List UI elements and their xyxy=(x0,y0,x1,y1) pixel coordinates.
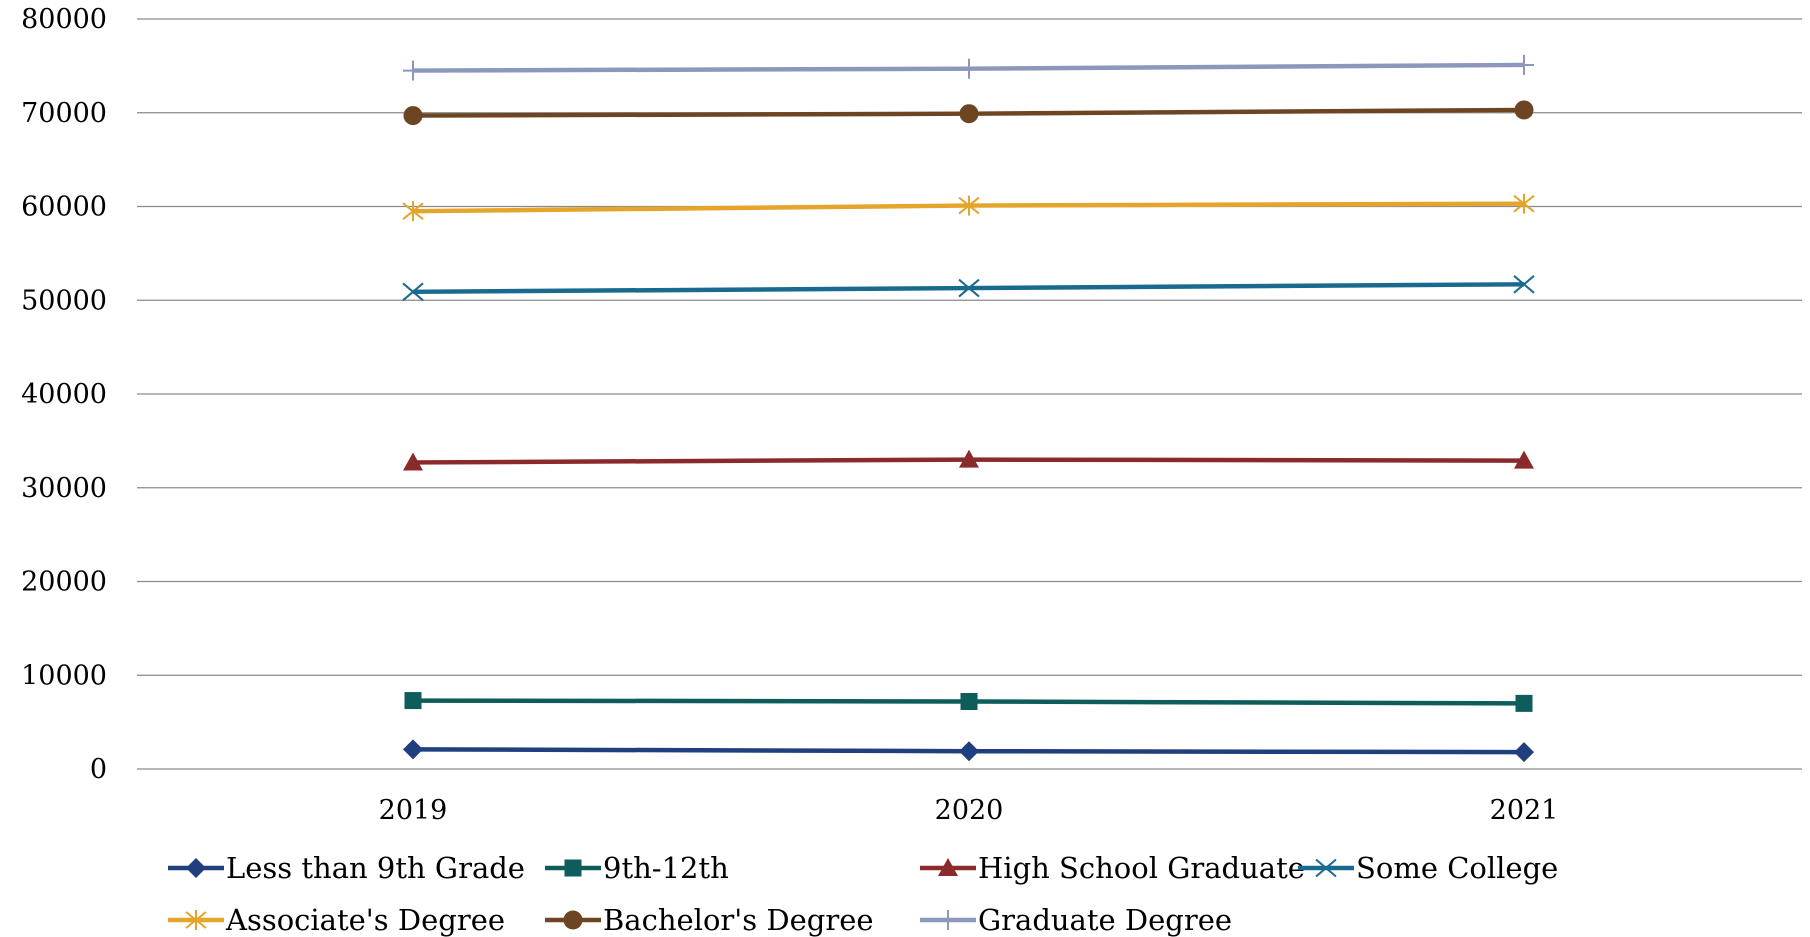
data-point xyxy=(1513,275,1535,294)
series-lines xyxy=(402,54,1535,763)
legend-label: Bachelor's Degree xyxy=(603,903,874,937)
series-6 xyxy=(403,54,1534,81)
legend-item: Less than 9th Grade xyxy=(168,851,525,885)
data-point xyxy=(1514,450,1534,469)
series-0 xyxy=(403,739,1534,763)
data-point xyxy=(1514,742,1534,763)
data-point xyxy=(958,278,980,298)
x-tick-label: 2019 xyxy=(379,795,448,826)
legend-item: Bachelor's Degree xyxy=(545,903,874,937)
legend-label: Less than 9th Grade xyxy=(226,851,525,885)
legend-label: 9th-12th xyxy=(603,851,729,885)
data-point xyxy=(959,741,979,762)
x-axis-tick-labels: 2019 2020 2021 xyxy=(379,795,1559,826)
legend-item: 9th-12th xyxy=(545,851,729,885)
data-point xyxy=(959,104,979,124)
data-point xyxy=(403,452,423,471)
legend-marker xyxy=(938,858,958,876)
data-point xyxy=(1514,100,1534,120)
data-point xyxy=(960,693,978,710)
series-1 xyxy=(404,692,1533,712)
y-tick-label: 0 xyxy=(90,754,107,785)
x-tick-label: 2020 xyxy=(935,795,1004,826)
legend-marker xyxy=(186,858,206,878)
y-tick-label: 70000 xyxy=(21,98,107,129)
data-point xyxy=(402,282,424,302)
y-tick-label: 60000 xyxy=(21,192,107,223)
series-3 xyxy=(402,275,1535,302)
y-axis-tick-labels: 0 10000 20000 30000 40000 50000 60000 70000 8000… xyxy=(21,4,107,785)
data-point xyxy=(404,692,422,710)
data-point xyxy=(958,195,980,216)
x-tick-label: 2021 xyxy=(1490,795,1559,826)
y-tick-label: 50000 xyxy=(21,285,107,316)
data-point xyxy=(403,106,423,126)
y-tick-label: 80000 xyxy=(21,4,107,35)
y-tick-label: 10000 xyxy=(21,660,107,691)
legend-marker xyxy=(563,910,583,930)
legend: Less than 9th Grade 9th-12th High School G… xyxy=(168,851,1558,937)
data-point xyxy=(403,60,423,81)
legend-item: High School Graduate xyxy=(920,851,1305,885)
legend-label: Associate's Degree xyxy=(225,903,505,937)
y-tick-label: 40000 xyxy=(21,379,107,410)
series-4 xyxy=(402,193,1535,222)
gridlines xyxy=(137,18,1802,770)
data-point xyxy=(403,739,423,760)
legend-label: High School Graduate xyxy=(978,851,1305,885)
series-2 xyxy=(403,449,1534,471)
data-point xyxy=(1515,694,1533,712)
legend-marker xyxy=(185,910,207,930)
data-point xyxy=(402,201,424,222)
legend-marker xyxy=(938,910,958,930)
legend-label: Graduate Degree xyxy=(978,903,1232,937)
legend-marker xyxy=(564,859,582,877)
legend-label: Some College xyxy=(1356,851,1558,885)
legend-item: Associate's Degree xyxy=(168,903,505,937)
legend-item: Graduate Degree xyxy=(920,903,1232,937)
y-tick-label: 30000 xyxy=(21,473,107,504)
data-point xyxy=(959,58,979,79)
legend-item: Some College xyxy=(1298,851,1558,885)
y-tick-label: 20000 xyxy=(21,567,107,598)
data-point xyxy=(959,449,979,468)
legend-marker xyxy=(1315,858,1337,878)
data-point xyxy=(1513,193,1535,214)
series-5 xyxy=(403,100,1534,126)
data-point xyxy=(1514,54,1534,75)
